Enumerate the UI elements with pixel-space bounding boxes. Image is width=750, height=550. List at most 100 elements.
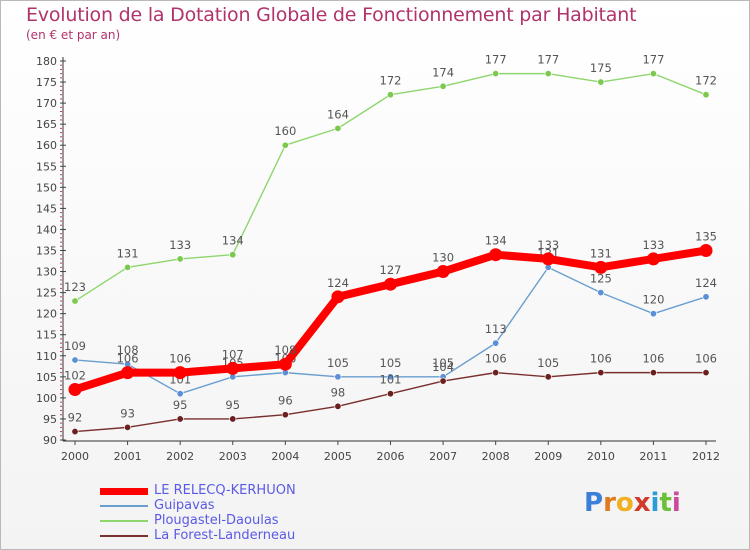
data-point: [334, 124, 342, 132]
x-tick-label: 2006: [377, 450, 405, 463]
data-point: [439, 82, 447, 90]
data-point: [331, 290, 345, 304]
data-label: 96: [278, 394, 293, 408]
y-tick-label: 140: [36, 223, 57, 236]
data-label: 101: [380, 373, 402, 387]
logo-letter: P: [584, 488, 604, 518]
legend-label: LE RELECQ-KERHUON: [154, 483, 296, 498]
x-tick-label: 2010: [587, 450, 615, 463]
data-label: 160: [274, 124, 296, 138]
legend-label: Plougastel-Daoulas: [154, 513, 279, 528]
data-label: 127: [380, 263, 402, 277]
x-tick-label: 2009: [534, 450, 562, 463]
logo-letter: x: [633, 488, 651, 518]
data-label: 108: [274, 343, 296, 357]
legend-item: La Forest-Landerneau: [98, 528, 358, 544]
y-tick-label: 175: [36, 76, 57, 89]
x-tick-label: 2000: [61, 450, 89, 463]
data-point: [646, 252, 660, 266]
data-point: [71, 297, 79, 305]
data-label: 172: [695, 74, 717, 88]
data-label: 106: [642, 352, 664, 366]
y-tick-label: 180: [36, 55, 57, 68]
data-point: [649, 310, 657, 318]
y-tick-label: 100: [36, 392, 57, 405]
legend-swatch: [100, 488, 148, 495]
data-label: 109: [64, 339, 86, 353]
data-point: [594, 260, 608, 274]
data-label: 105: [537, 356, 559, 370]
data-label: 177: [537, 53, 559, 67]
y-tick-label: 170: [36, 97, 57, 110]
data-label: 131: [117, 246, 139, 260]
data-label: 164: [327, 107, 349, 121]
logo-letter: t: [659, 488, 672, 518]
data-point: [597, 369, 605, 377]
x-tick-label: 2001: [114, 450, 142, 463]
data-point: [176, 255, 184, 263]
data-label: 95: [173, 398, 188, 412]
chart-subtitle: (en € et par an): [26, 28, 121, 42]
legend-item: LE RELECQ-KERHUON: [98, 483, 358, 499]
data-label: 93: [120, 406, 135, 420]
data-point: [71, 356, 79, 364]
x-tick-label: 2008: [482, 450, 510, 463]
y-tick-label: 95: [43, 413, 57, 426]
data-label: 106: [485, 352, 507, 366]
y-tick-label: 125: [36, 287, 57, 300]
data-point: [386, 373, 394, 381]
data-label: 107: [222, 347, 244, 361]
data-point: [489, 248, 503, 262]
data-label: 105: [327, 356, 349, 370]
y-tick-label: 120: [36, 308, 57, 321]
legend-swatch: [100, 505, 148, 507]
data-label: 177: [642, 53, 664, 67]
legend: LE RELECQ-KERHUON Guipavas Plougastel-Daou…: [98, 483, 358, 544]
data-label: 106: [169, 352, 191, 366]
data-point: [544, 70, 552, 78]
legend-item: Guipavas: [98, 498, 358, 514]
data-label: 135: [695, 230, 717, 244]
data-label: 123: [64, 280, 86, 294]
data-point: [226, 361, 240, 375]
data-point: [439, 377, 447, 385]
data-label: 106: [695, 352, 717, 366]
data-label: 133: [642, 238, 664, 252]
y-tick-label: 135: [36, 245, 57, 258]
data-point: [597, 78, 605, 86]
data-label: 104: [432, 360, 454, 374]
x-tick-label: 2003: [219, 450, 247, 463]
y-tick-label: 150: [36, 181, 57, 194]
data-label: 113: [485, 322, 507, 336]
data-point: [68, 382, 82, 396]
data-point: [334, 373, 342, 381]
legend-swatch: [100, 520, 148, 522]
data-label: 98: [331, 385, 346, 399]
x-tick-label: 2005: [324, 450, 352, 463]
data-label: 174: [432, 65, 454, 79]
x-tick-label: 2012: [692, 450, 720, 463]
data-point: [386, 91, 394, 99]
data-point: [541, 252, 555, 266]
data-label: 134: [222, 234, 244, 248]
data-point: [702, 369, 710, 377]
y-tick-label: 105: [36, 371, 57, 384]
data-label: 92: [68, 411, 83, 425]
data-point: [176, 390, 184, 398]
data-point: [492, 70, 500, 78]
data-point: [334, 402, 342, 410]
data-point: [229, 251, 237, 259]
data-point: [436, 265, 450, 279]
data-point: [702, 91, 710, 99]
data-label: 172: [380, 74, 402, 88]
legend-swatch: [100, 535, 148, 537]
y-tick-label: 110: [36, 350, 57, 363]
data-point: [699, 244, 713, 257]
data-label: 105: [432, 356, 454, 370]
legend-label: Guipavas: [154, 498, 215, 513]
logo-letter: i: [671, 488, 681, 518]
data-point: [492, 369, 500, 377]
data-label: 130: [432, 251, 454, 265]
data-label: 175: [590, 61, 612, 75]
